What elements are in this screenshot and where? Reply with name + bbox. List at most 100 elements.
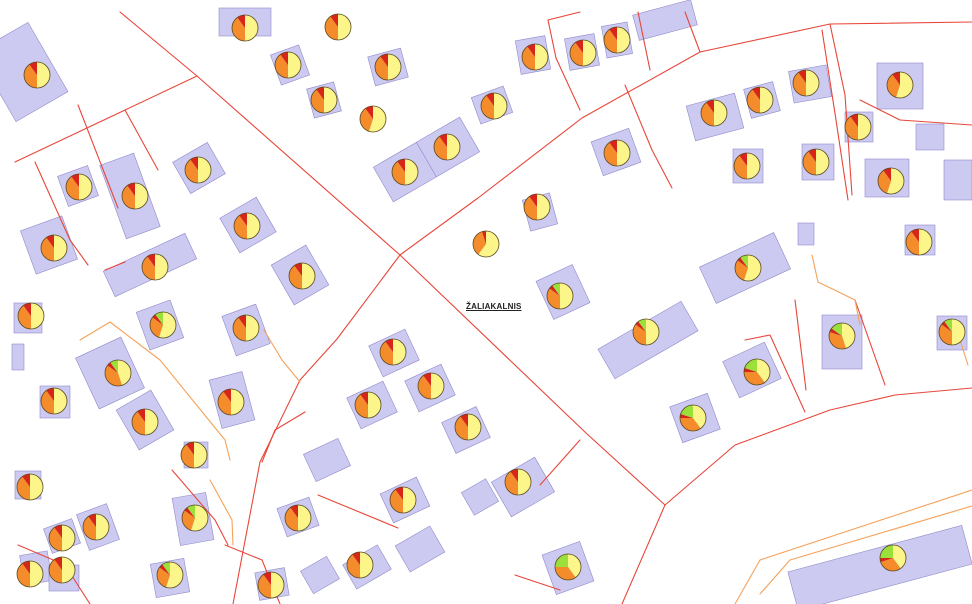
building-footprint [787,525,972,604]
pie-slice-yellow [194,442,207,468]
pie-slice-yellow [62,525,75,551]
pie-slice-orange [16,476,30,500]
pie-slice-orange [48,527,62,551]
pie-slice-yellow [747,153,760,179]
pie-slice-orange [480,95,494,119]
pie-marker [546,282,574,310]
pie-marker [603,26,631,54]
pie-slice-yellow [54,235,67,261]
pie-slice-yellow [518,469,531,495]
pie-slice-orange [121,185,135,210]
pie-slice-orange [233,215,247,239]
pie-slice-orange [417,375,431,399]
pie-outline [232,314,260,342]
pie-slice-yellow [118,360,131,386]
pie-slice-yellow [568,554,582,578]
pie-slice-red [184,507,195,518]
pie-slice-orange [65,176,79,200]
pie-slice-orange [473,231,486,255]
pie-marker [504,468,532,496]
pie-slice-yellow [858,114,871,140]
pie-marker [104,359,132,387]
pie-slice-orange [257,574,271,598]
pie-outline [523,193,551,221]
pie-marker [454,413,482,441]
pie-outline [700,99,728,127]
building-footprint [303,437,351,483]
pie-marker [233,212,261,240]
pie-slice-yellow [583,40,596,66]
pie-slice-yellow [338,14,351,40]
pie-outline [886,71,914,99]
pie-marker [82,513,110,541]
pie-slice-orange [504,471,518,496]
pie-slice-yellow [952,319,965,345]
pie-marker [217,388,245,416]
pie-slice-red [54,525,62,538]
pie-slice-red [883,168,891,181]
pie-slice-red [360,392,368,405]
pie-outline [233,212,261,240]
parcel-boundary [821,29,849,201]
parcel-boundary [104,261,126,271]
pie-slice-orange [744,372,765,386]
pie-outline [938,318,966,346]
parcel-boundary [624,84,673,189]
pie-marker [274,51,302,79]
pie-slice-yellow [494,93,507,119]
pie-slice-red [744,367,757,372]
pie-marker [905,228,933,256]
pie-slice-green [680,405,693,418]
pie-marker [700,99,728,127]
pie-slice-yellow [535,44,548,70]
pie-outline [156,561,184,589]
pie-marker [792,69,820,97]
pie-marker [746,86,774,114]
parcel-boundary [261,411,306,463]
pie-slice-orange [802,151,816,176]
pie-slice-orange [603,29,617,53]
pie-slice-orange [360,108,373,132]
pie-marker [23,61,51,89]
pie-outline [546,282,574,310]
pie-marker [374,53,402,81]
pie-slice-orange [284,507,298,531]
pie-outline [141,253,169,281]
pie-slice-green [740,255,748,268]
pie-outline [569,39,597,67]
pie-slice-yellow [135,183,148,209]
pie-marker [257,571,285,599]
pie-outline [632,318,660,346]
pie-slice-yellow [617,27,630,53]
pie-marker [379,338,407,366]
pie-marker [554,553,582,581]
pie-outline [374,53,402,81]
parcel-boundary [124,109,159,171]
pie-slice-red [941,321,952,332]
pie-slice-orange [389,489,403,513]
pie-slice-red [609,140,617,153]
pie-slice-yellow [30,474,43,500]
pie-outline [231,14,259,42]
pie-slice-yellow [298,505,311,531]
pie-slice-yellow [760,87,773,113]
pie-slice-yellow [714,100,727,126]
pie-slice-red [186,442,194,455]
pie-marker [288,262,316,290]
pie-slice-red [808,149,816,162]
pie-slice-red [280,52,288,65]
pie-slice-red [609,27,617,40]
parcel-boundary [637,11,651,71]
pie-slice-orange [346,554,360,578]
pie-marker [844,113,872,141]
building-footprint [632,0,698,41]
pie-slice-orange [232,317,246,341]
parcel-boundary [547,11,581,111]
pie-outline [310,86,338,114]
pie-slice-orange [700,102,714,126]
pie-outline [554,553,582,581]
pie-marker [48,556,76,584]
pie-slice-yellow [886,167,905,194]
pie-slice-orange [17,305,31,329]
